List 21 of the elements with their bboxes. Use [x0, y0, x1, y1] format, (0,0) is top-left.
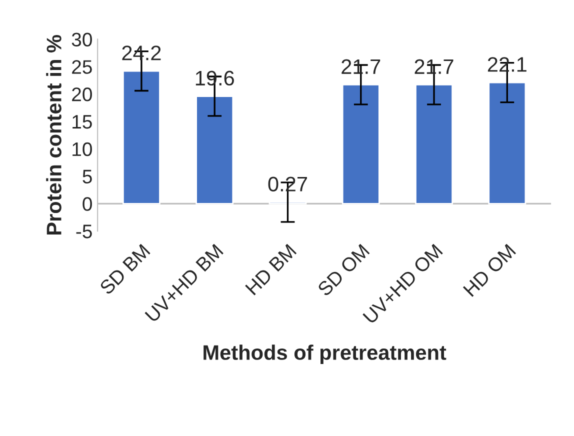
- x-tick-label: SD BM: [98, 244, 150, 296]
- x-tick-label: HD OM: [462, 244, 516, 297]
- x-tick-label: SD OM: [316, 244, 370, 297]
- y-tick-label: -5: [76, 224, 92, 238]
- bar: [122, 70, 160, 204]
- y-tick-label: 25: [72, 60, 92, 74]
- x-tick-label: HD BM: [245, 244, 297, 296]
- data-label: 24.2: [122, 46, 161, 60]
- bar: [342, 84, 380, 204]
- y-tick-label: 0: [82, 197, 92, 211]
- bar: [196, 96, 234, 204]
- x-axis-title: Methods of pretreatment: [204, 344, 446, 364]
- y-tick-label: 5: [82, 170, 92, 184]
- data-label: 22.1: [488, 57, 526, 72]
- bar: [415, 84, 453, 204]
- y-tick-label: 10: [72, 142, 92, 156]
- bar: [488, 82, 526, 204]
- y-tick-label: 15: [72, 115, 92, 129]
- y-axis-title: Protein content in %: [46, 35, 62, 234]
- y-tick-label: 20: [72, 88, 92, 102]
- y-tick-label: 30: [72, 32, 92, 46]
